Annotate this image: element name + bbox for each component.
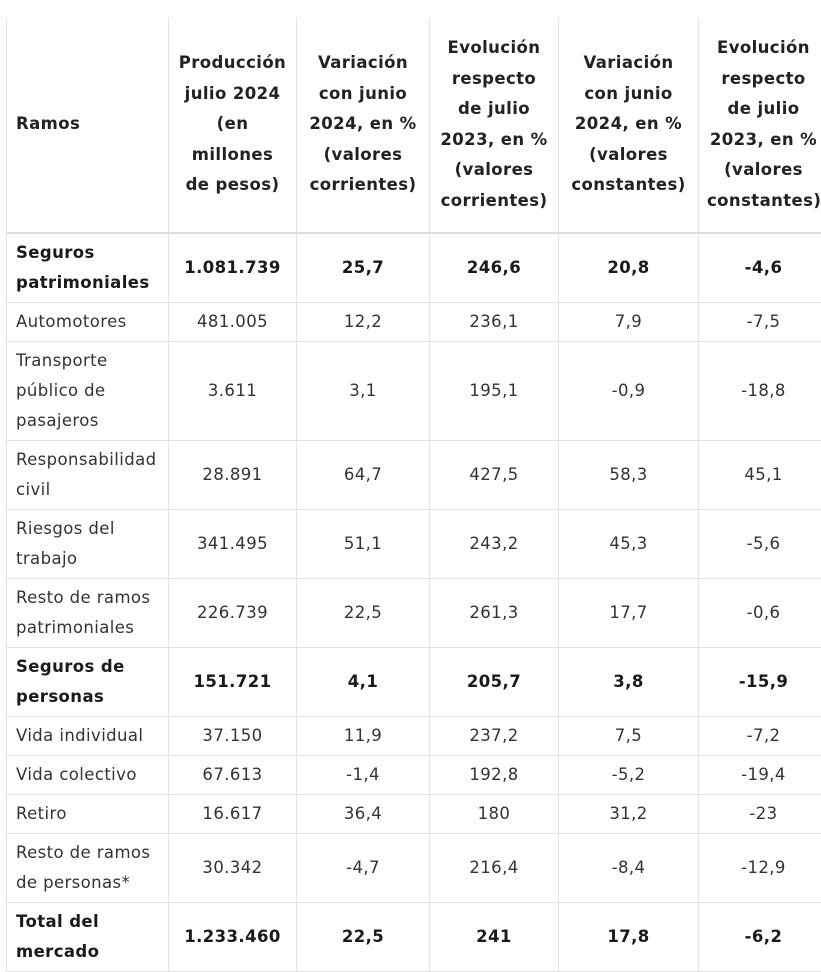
cell-produccion: 481.005: [169, 303, 297, 342]
header-ramos: Ramos: [7, 19, 169, 234]
row-label: Riesgos del trabajo: [7, 510, 169, 579]
cell-variacion-constantes: 17,8: [559, 903, 699, 972]
table-row: Seguros patrimoniales 1.081.739 25,7 246…: [7, 233, 821, 303]
cell-evolucion-corrientes: 205,7: [430, 648, 559, 717]
header-variacion-corrientes: Variación con junio 2024, en % (valores …: [297, 19, 430, 234]
cell-produccion: 67.613: [169, 756, 297, 795]
cell-variacion-constantes: 31,2: [559, 795, 699, 834]
cell-evolucion-constantes: -7,2: [699, 717, 821, 756]
cell-produccion: 1.233.460: [169, 903, 297, 972]
cell-produccion: 151.721: [169, 648, 297, 717]
cell-variacion-constantes: 58,3: [559, 441, 699, 510]
table-row: Retiro 16.617 36,4 180 31,2 -23: [7, 795, 821, 834]
cell-produccion: 28.891: [169, 441, 297, 510]
row-label: Responsabilidad civil: [7, 441, 169, 510]
table-row: Resto de ramos patrimoniales 226.739 22,…: [7, 579, 821, 648]
table-row: Seguros de personas 151.721 4,1 205,7 3,…: [7, 648, 821, 717]
table-row: Resto de ramos de personas* 30.342 -4,7 …: [7, 834, 821, 903]
cell-evolucion-constantes: -12,9: [699, 834, 821, 903]
table-row: Vida colectivo 67.613 -1,4 192,8 -5,2 -1…: [7, 756, 821, 795]
cell-evolucion-corrientes: 236,1: [430, 303, 559, 342]
cell-evolucion-corrientes: 195,1: [430, 342, 559, 441]
cell-produccion: 3.611: [169, 342, 297, 441]
cell-variacion-constantes: -8,4: [559, 834, 699, 903]
cell-evolucion-corrientes: 243,2: [430, 510, 559, 579]
cell-evolucion-constantes: -5,6: [699, 510, 821, 579]
cell-variacion-corrientes: 4,1: [297, 648, 430, 717]
cell-variacion-constantes: 45,3: [559, 510, 699, 579]
header-row: Ramos Producción julio 2024 (en millones…: [7, 19, 821, 234]
cell-variacion-constantes: 17,7: [559, 579, 699, 648]
table-body: Seguros patrimoniales 1.081.739 25,7 246…: [7, 233, 821, 972]
cell-evolucion-constantes: -0,6: [699, 579, 821, 648]
cell-evolucion-constantes: -23: [699, 795, 821, 834]
cell-produccion: 37.150: [169, 717, 297, 756]
table-header: Ramos Producción julio 2024 (en millones…: [7, 19, 821, 234]
cell-evolucion-constantes: -19,4: [699, 756, 821, 795]
cell-evolucion-constantes: -6,2: [699, 903, 821, 972]
cell-evolucion-corrientes: 216,4: [430, 834, 559, 903]
cell-evolucion-constantes: -7,5: [699, 303, 821, 342]
cell-produccion: 30.342: [169, 834, 297, 903]
table-row: Responsabilidad civil 28.891 64,7 427,5 …: [7, 441, 821, 510]
cell-variacion-corrientes: 3,1: [297, 342, 430, 441]
cell-variacion-constantes: 20,8: [559, 233, 699, 303]
cell-variacion-constantes: 7,5: [559, 717, 699, 756]
row-label: Transporte público de pasajeros: [7, 342, 169, 441]
table-row: Riesgos del trabajo 341.495 51,1 243,2 4…: [7, 510, 821, 579]
table-row: Vida individual 37.150 11,9 237,2 7,5 -7…: [7, 717, 821, 756]
cell-evolucion-corrientes: 427,5: [430, 441, 559, 510]
cell-variacion-corrientes: -1,4: [297, 756, 430, 795]
table-row: Automotores 481.005 12,2 236,1 7,9 -7,5: [7, 303, 821, 342]
cell-variacion-corrientes: 22,5: [297, 579, 430, 648]
cell-variacion-corrientes: 51,1: [297, 510, 430, 579]
header-evolucion-corrientes: Evolución respecto de julio 2023, en % (…: [430, 19, 559, 234]
cell-evolucion-corrientes: 192,8: [430, 756, 559, 795]
row-label: Seguros de personas: [7, 648, 169, 717]
cell-variacion-constantes: -5,2: [559, 756, 699, 795]
cell-produccion: 16.617: [169, 795, 297, 834]
cell-evolucion-constantes: -15,9: [699, 648, 821, 717]
cell-variacion-corrientes: 11,9: [297, 717, 430, 756]
cell-variacion-corrientes: 22,5: [297, 903, 430, 972]
cell-evolucion-corrientes: 241: [430, 903, 559, 972]
cell-produccion: 226.739: [169, 579, 297, 648]
cell-produccion: 1.081.739: [169, 233, 297, 303]
cell-evolucion-corrientes: 237,2: [430, 717, 559, 756]
row-label: Total del mercado: [7, 903, 169, 972]
cell-evolucion-constantes: 45,1: [699, 441, 821, 510]
cell-variacion-constantes: -0,9: [559, 342, 699, 441]
table-row: Total del mercado 1.233.460 22,5 241 17,…: [7, 903, 821, 972]
cell-evolucion-corrientes: 246,6: [430, 233, 559, 303]
row-label: Automotores: [7, 303, 169, 342]
row-label: Retiro: [7, 795, 169, 834]
cell-variacion-corrientes: 64,7: [297, 441, 430, 510]
insurance-production-table: Ramos Producción julio 2024 (en millones…: [6, 18, 821, 972]
cell-produccion: 341.495: [169, 510, 297, 579]
header-evolucion-constantes: Evolución respecto de julio 2023, en % (…: [699, 19, 821, 234]
row-label: Seguros patrimoniales: [7, 233, 169, 303]
cell-variacion-constantes: 3,8: [559, 648, 699, 717]
cell-variacion-corrientes: -4,7: [297, 834, 430, 903]
cell-variacion-corrientes: 25,7: [297, 233, 430, 303]
cell-variacion-constantes: 7,9: [559, 303, 699, 342]
cell-evolucion-corrientes: 261,3: [430, 579, 559, 648]
header-produccion: Producción julio 2024 (en millones de pe…: [169, 19, 297, 234]
cell-evolucion-constantes: -4,6: [699, 233, 821, 303]
cell-variacion-corrientes: 12,2: [297, 303, 430, 342]
cell-evolucion-corrientes: 180: [430, 795, 559, 834]
row-label: Vida individual: [7, 717, 169, 756]
table-row: Transporte público de pasajeros 3.611 3,…: [7, 342, 821, 441]
header-variacion-constantes: Variación con junio 2024, en % (valores …: [559, 19, 699, 234]
row-label: Vida colectivo: [7, 756, 169, 795]
cell-evolucion-constantes: -18,8: [699, 342, 821, 441]
insurance-production-table-container: Ramos Producción julio 2024 (en millones…: [6, 18, 821, 972]
row-label: Resto de ramos de personas*: [7, 834, 169, 903]
row-label: Resto de ramos patrimoniales: [7, 579, 169, 648]
cell-variacion-corrientes: 36,4: [297, 795, 430, 834]
